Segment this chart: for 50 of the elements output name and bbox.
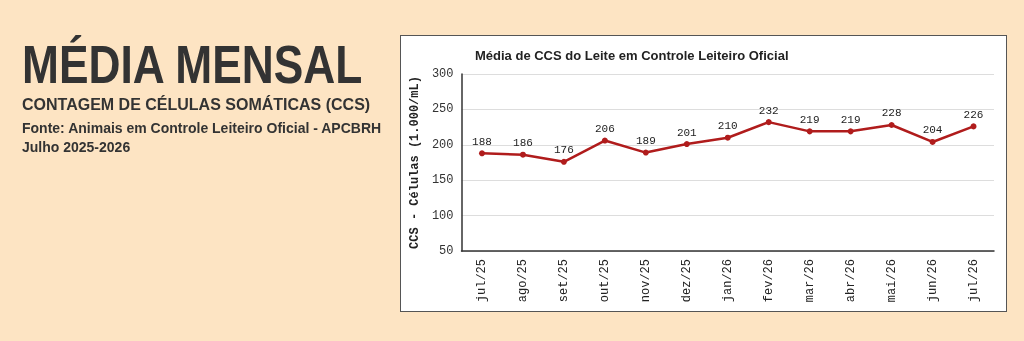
point	[478, 150, 485, 157]
data-label: 201	[676, 126, 698, 139]
source-note: Fonte: Animais em Controle Leiteiro Oficial - APCBRH	[22, 120, 382, 136]
x-tick-label: abr/26	[843, 259, 858, 303]
point	[642, 149, 649, 156]
x-tick-label: fev/26	[761, 259, 776, 303]
point	[806, 128, 813, 135]
point	[724, 134, 731, 141]
data-label: 176	[554, 144, 574, 157]
y-tick-label: 150	[431, 173, 454, 188]
x-tick-label: mar/26	[802, 259, 817, 303]
x-tick-label: jun/26	[925, 259, 940, 303]
data-label: 232	[758, 104, 779, 117]
data-label: 206	[594, 123, 615, 136]
y-tick-label: 200	[431, 137, 454, 152]
x-tick-label: out/25	[597, 259, 612, 303]
y-tick-label: 300	[431, 67, 454, 81]
data-label: 219	[799, 113, 820, 126]
y-axis-title: CCS - Células (1.000/mL)	[408, 76, 422, 249]
x-tick-label: dez/25	[679, 259, 694, 303]
chart-title: MÉDIA MENSAL	[22, 34, 363, 94]
y-tick-label: 50	[439, 244, 454, 258]
text: Julho 2025-2026	[22, 139, 131, 155]
point	[765, 119, 772, 126]
y-tick-label: 250	[431, 102, 454, 117]
text: Média de CCS do Leite em Controle Leiteiro Oficial	[475, 48, 789, 63]
data-label: 219	[840, 113, 861, 126]
data-label: 228	[881, 107, 902, 120]
x-tick-label: nov/25	[638, 259, 653, 303]
y-tick-label: 100	[431, 208, 454, 223]
text: CONTAGEM DE CÉLULAS SOMÁTICAS (CCS)	[22, 96, 371, 113]
point	[519, 151, 526, 158]
x-tick-label: mai/26	[884, 259, 899, 303]
x-tick-label: ago/25	[515, 259, 530, 303]
x-tick-label: jul/26	[966, 259, 981, 303]
point	[847, 128, 854, 135]
data-label: 210	[717, 120, 738, 133]
data-label: 186	[513, 137, 533, 150]
x-tick-label: jul/25	[474, 259, 489, 303]
point	[888, 121, 895, 128]
point	[560, 158, 567, 165]
point	[929, 138, 936, 145]
x-tick-label: jan/26	[720, 259, 735, 303]
data-label: 188	[472, 135, 492, 148]
data-label: 189	[635, 135, 656, 148]
point	[601, 137, 608, 144]
x-tick-label: set/25	[556, 259, 571, 303]
data-label: 226	[963, 108, 984, 121]
data-label: 204	[922, 124, 943, 137]
point	[683, 141, 690, 148]
